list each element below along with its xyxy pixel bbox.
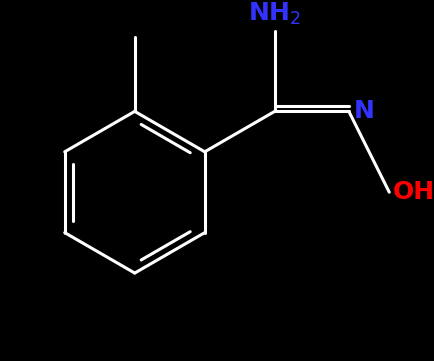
Text: OH: OH (392, 180, 434, 204)
Text: N: N (353, 99, 374, 123)
Text: NH$_2$: NH$_2$ (248, 1, 300, 27)
